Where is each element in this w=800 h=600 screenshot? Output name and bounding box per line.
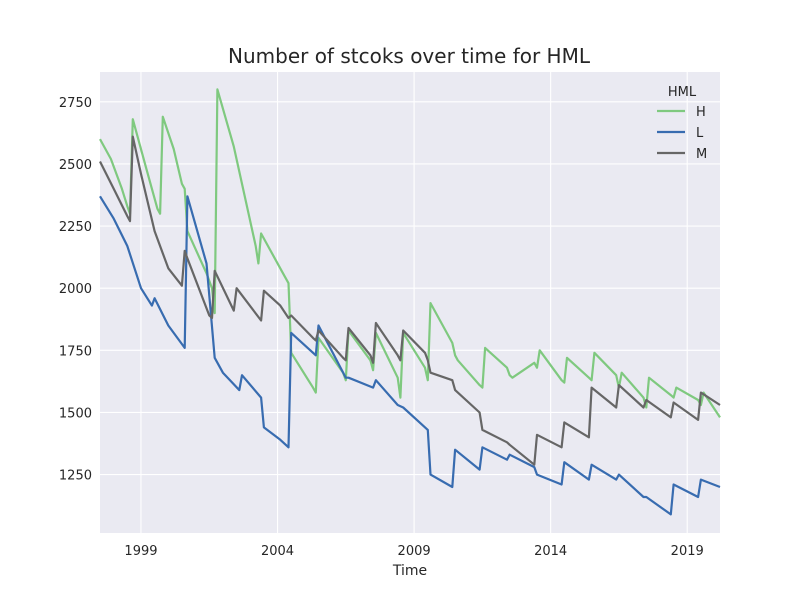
chart-title: Number of stcoks over time for HML — [228, 44, 591, 68]
grid — [100, 72, 720, 533]
legend-title: HML — [668, 85, 697, 100]
x-axis-label: Time — [392, 563, 427, 579]
y-tick-label: 2500 — [59, 158, 92, 173]
series-line-h — [99, 88, 721, 419]
y-tick-label: 1250 — [59, 469, 92, 484]
x-tick-label: 2009 — [398, 544, 431, 559]
series-line-l — [99, 195, 721, 516]
x-tick-label: 1999 — [124, 544, 157, 559]
legend-label: L — [696, 126, 704, 141]
legend: HML HLM — [657, 85, 707, 162]
x-tick-label: 2004 — [261, 544, 294, 559]
y-tick-label: 2750 — [59, 96, 92, 111]
legend-label: H — [696, 105, 706, 120]
x-tick-label: 2014 — [534, 544, 567, 559]
y-tick-label: 1500 — [59, 406, 92, 421]
x-tick-label: 2019 — [671, 544, 704, 559]
tick-labels: 1999 2004 2009 2014 2019 1250 1500 1750 2000 2250… — [59, 96, 704, 559]
series-line-m — [99, 135, 721, 466]
y-tick-label: 2000 — [59, 282, 92, 297]
series-lines — [99, 88, 721, 516]
plot-area — [100, 72, 720, 533]
legend-label: M — [696, 147, 707, 162]
y-tick-label: 1750 — [59, 344, 92, 359]
y-tick-label: 2250 — [59, 220, 92, 235]
